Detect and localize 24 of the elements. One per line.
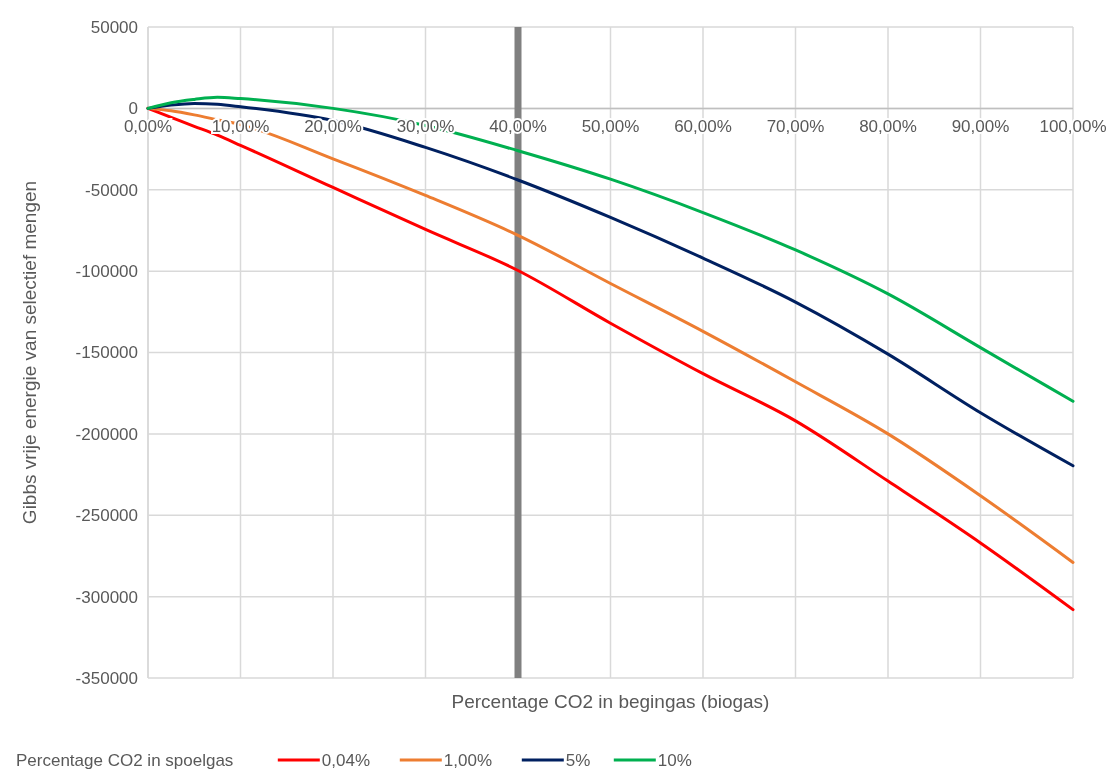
y-tick-label: -250000 xyxy=(75,506,138,526)
x-tick-label: 80,00% xyxy=(859,117,917,137)
y-tick-label: 50000 xyxy=(90,17,138,37)
x-tick-label: 60,00% xyxy=(674,117,732,137)
legend-label: 10% xyxy=(657,750,692,770)
x-axis-title: Percentage CO2 in begingas (biogas) xyxy=(451,691,770,712)
x-tick-label: 70,00% xyxy=(766,117,825,137)
x-tick-label: 90,00% xyxy=(951,117,1010,137)
y-tick-label: -100000 xyxy=(75,262,138,282)
legend-label: 0,04% xyxy=(321,750,370,770)
x-tick-label: 0,00% xyxy=(123,117,173,137)
legend-label: 5% xyxy=(565,750,591,770)
y-tick-label: -200000 xyxy=(75,424,138,444)
y-tick-label: -50000 xyxy=(85,180,138,200)
legend-label: 1,00% xyxy=(443,750,492,770)
x-tick-label: 20,00% xyxy=(304,117,362,137)
x-tick-label: 100,00% xyxy=(1039,117,1107,137)
y-axis-title: Gibbs vrije energie van selectief mengen xyxy=(19,180,40,525)
legend-title: Percentage CO2 in spoelgas xyxy=(16,750,234,770)
y-tick-label: -350000 xyxy=(75,668,138,688)
y-tick-label: 0 xyxy=(128,99,138,119)
y-tick-label: -300000 xyxy=(75,587,138,607)
y-tick-label: -150000 xyxy=(75,343,138,363)
x-tick-label: 50,00% xyxy=(581,117,640,137)
